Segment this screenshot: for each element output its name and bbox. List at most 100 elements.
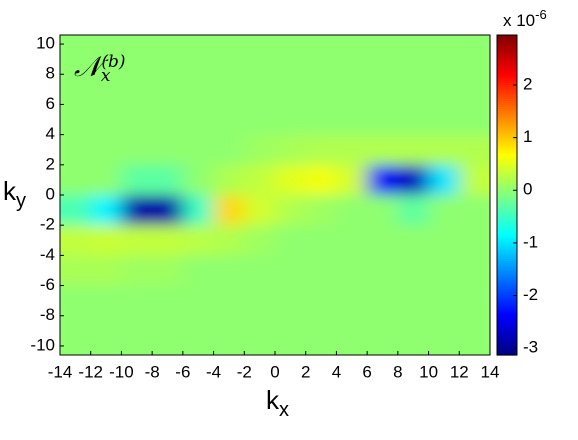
heatmap-cell (244, 225, 276, 256)
colorbar-segment (497, 153, 517, 156)
colorbar-segment (497, 331, 517, 334)
heatmap-cell (397, 104, 430, 136)
colorbar-segment (497, 271, 517, 274)
heatmap-cells (60, 35, 490, 355)
heatmap-cell (305, 134, 337, 166)
colorbar-segment (497, 69, 517, 72)
heatmap-area (60, 35, 490, 355)
heatmap-cell (182, 225, 215, 256)
colorbar-segment (497, 239, 517, 242)
heatmap-cell (121, 74, 153, 105)
heatmap-cell (121, 225, 153, 256)
heatmap-cell (367, 134, 399, 166)
colorbar-segment (497, 177, 517, 180)
heatmap-cell (213, 134, 245, 166)
heatmap-cell (428, 195, 460, 226)
colorbar-segment (497, 223, 517, 226)
heatmap-cell (60, 195, 92, 226)
heatmap-cell (459, 35, 490, 75)
heatmap-cell (336, 164, 368, 196)
colorbar-segment (497, 155, 517, 158)
colorbar-segment (497, 325, 517, 328)
colorbar-segment (497, 103, 517, 106)
heatmap-cell (305, 255, 337, 287)
heatmap-cell (244, 164, 276, 196)
heatmap-cell (336, 35, 368, 75)
colorbar-segment (497, 193, 517, 196)
colorbar-segment (497, 111, 517, 114)
colorbar-segment (497, 151, 517, 154)
heatmap-cell (428, 225, 460, 256)
colorbar-segment (497, 173, 517, 176)
colorbar-segment (497, 137, 517, 140)
y-tick-label: -8 (40, 305, 55, 324)
colorbar-segment (497, 189, 517, 192)
colorbar-segment (497, 341, 517, 344)
heatmap-cell (182, 134, 215, 166)
y-tick-label: -6 (40, 275, 55, 294)
heatmap-cell (152, 315, 184, 355)
colorbar-segment (497, 315, 517, 318)
heatmap-cell (397, 134, 430, 166)
heatmap-cell (121, 164, 153, 196)
colorbar-segment (497, 163, 517, 166)
heatmap-cell (397, 285, 430, 317)
colorbar-segment (497, 45, 517, 48)
colorbar-segment (497, 269, 517, 272)
colorbar-segment (497, 317, 517, 320)
heatmap-cell (336, 285, 368, 317)
colorbar-segment (497, 305, 517, 308)
colorbar-segment (497, 219, 517, 222)
colorbar-segment (497, 41, 517, 44)
colorbar-segment (497, 121, 517, 124)
colorbar-segment (497, 273, 517, 276)
heatmap-cell (244, 134, 276, 166)
heatmap-cell (90, 285, 122, 317)
colorbar-segment (497, 289, 517, 292)
colorbar-segment (497, 127, 517, 130)
heatmap-cell (367, 74, 399, 105)
heatmap-cell (182, 164, 215, 196)
colorbar-segment (497, 233, 517, 236)
heatmap-cell (152, 164, 184, 196)
colorbar-segment (497, 225, 517, 228)
heatmap-cell (182, 74, 215, 105)
colorbar-segment (497, 353, 517, 356)
y-axis-label-sub: y (16, 190, 26, 212)
colorbar-segment (497, 147, 517, 150)
colorbar-segment (497, 235, 517, 238)
heatmap-cell (121, 315, 153, 355)
colorbar-segment (497, 209, 517, 212)
heatmap-cell (336, 104, 368, 136)
x-tick-label: -12 (78, 362, 103, 381)
heatmap-cell (152, 195, 184, 226)
heatmap-cell (182, 285, 215, 317)
overlay: -14 -12 -10 -8 -6 -4 -2 0 2 4 6 8 10 12 14-10-8-6-4-20… (3, 7, 547, 421)
heatmap-cell (367, 195, 399, 226)
colorbar-segment (497, 91, 517, 94)
heatmap-cell (428, 134, 460, 166)
colorbar-segment (497, 327, 517, 330)
heatmap-cell (90, 315, 122, 355)
heatmap-cell (305, 74, 337, 105)
heatmap-cell (459, 315, 490, 355)
heatmap-cell (90, 104, 122, 136)
heatmap-cell (213, 225, 245, 256)
heatmap-cell (90, 35, 122, 75)
heatmap-cell (60, 35, 92, 75)
heatmap-cell (121, 255, 153, 287)
colorbar-segment (497, 281, 517, 284)
colorbar-segment (497, 141, 517, 144)
colorbar-segment (497, 125, 517, 128)
colorbar-segment (497, 171, 517, 174)
x-tick-label: 12 (450, 362, 469, 381)
colorbar-segment (497, 165, 517, 168)
colorbar-segment (497, 285, 517, 288)
colorbar-segment (497, 47, 517, 50)
colorbar-segment (497, 123, 517, 126)
colorbar-segment (497, 253, 517, 256)
colorbar-segment (497, 227, 517, 230)
heatmap-cell (305, 225, 337, 256)
